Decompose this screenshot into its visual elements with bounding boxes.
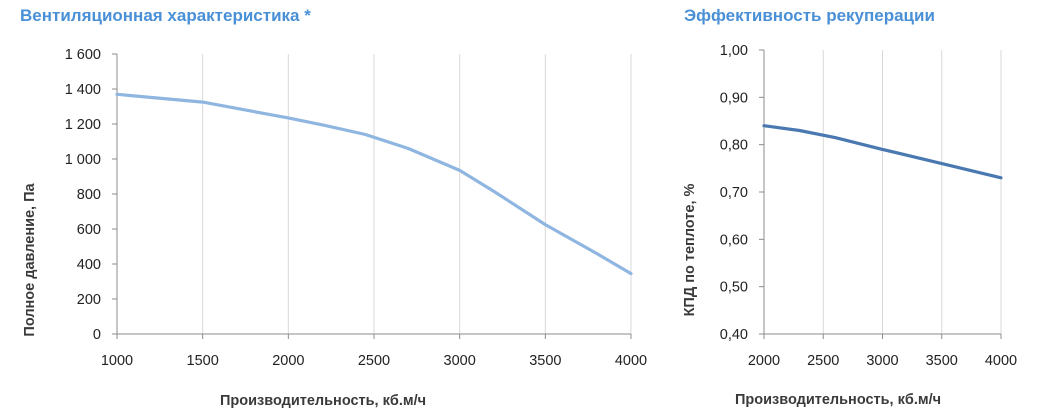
efficiency-x-tick-label: 3500: [926, 353, 958, 369]
pressure-y-tick-label: 1 200: [65, 117, 101, 133]
pressure-y-tick-label: 1 000: [65, 152, 101, 168]
pressure-y-axis-label: Полное давление, Па: [22, 182, 38, 336]
pressure-x-axis-label: Производительность, кб.м/ч: [220, 393, 426, 409]
pressure-y-tick-label: 400: [77, 257, 101, 273]
pressure-x-tick-label: 3000: [444, 353, 476, 369]
efficiency-y-tick-label: 0,90: [720, 90, 748, 106]
efficiency-series-line: [762, 124, 1003, 180]
efficiency-x-tick-label: 3000: [866, 353, 898, 369]
pressure-x-tick-label: 1500: [187, 353, 219, 369]
efficiency-y-tick-label: 0,60: [720, 232, 748, 248]
efficiency-y-tick-label: 0,40: [720, 327, 748, 343]
pressure-y-tick-label: 200: [77, 292, 101, 308]
efficiency-y-tick-label: 1,00: [720, 43, 748, 59]
pressure-y-tick-label: 1 400: [65, 82, 101, 98]
pressure-y-tick-label: 800: [77, 187, 101, 203]
chart-title-right: Эффективность рекуперации: [684, 6, 935, 25]
pressure-x-tick-label: 2500: [358, 353, 390, 369]
pressure-x-tick-label: 1000: [101, 353, 133, 369]
efficiency-x-tick-label: 4000: [985, 353, 1017, 369]
pressure-x-tick-label: 2000: [272, 353, 304, 369]
pressure-x-tick-label: 3500: [529, 353, 561, 369]
chart-title-left: Вентиляционная характеристика *: [20, 6, 311, 25]
efficiency-y-axis-label: КПД по теплоте, %: [682, 183, 698, 316]
pressure-x-tick-label: 4000: [615, 353, 647, 369]
pressure-series-line: [115, 92, 633, 276]
efficiency-x-axis-label: Производительность, кб.м/ч: [735, 392, 941, 408]
pressure-y-tick-label: 600: [77, 222, 101, 238]
pressure-y-tick-label: 1 600: [65, 47, 101, 63]
efficiency-y-tick-label: 0,50: [720, 280, 748, 296]
pressure-y-tick-label: 0: [93, 327, 101, 343]
efficiency-y-tick-label: 0,70: [720, 185, 748, 201]
efficiency-x-tick-label: 2500: [807, 353, 839, 369]
efficiency-y-tick-label: 0,80: [720, 138, 748, 154]
efficiency-x-tick-label: 2000: [748, 353, 780, 369]
